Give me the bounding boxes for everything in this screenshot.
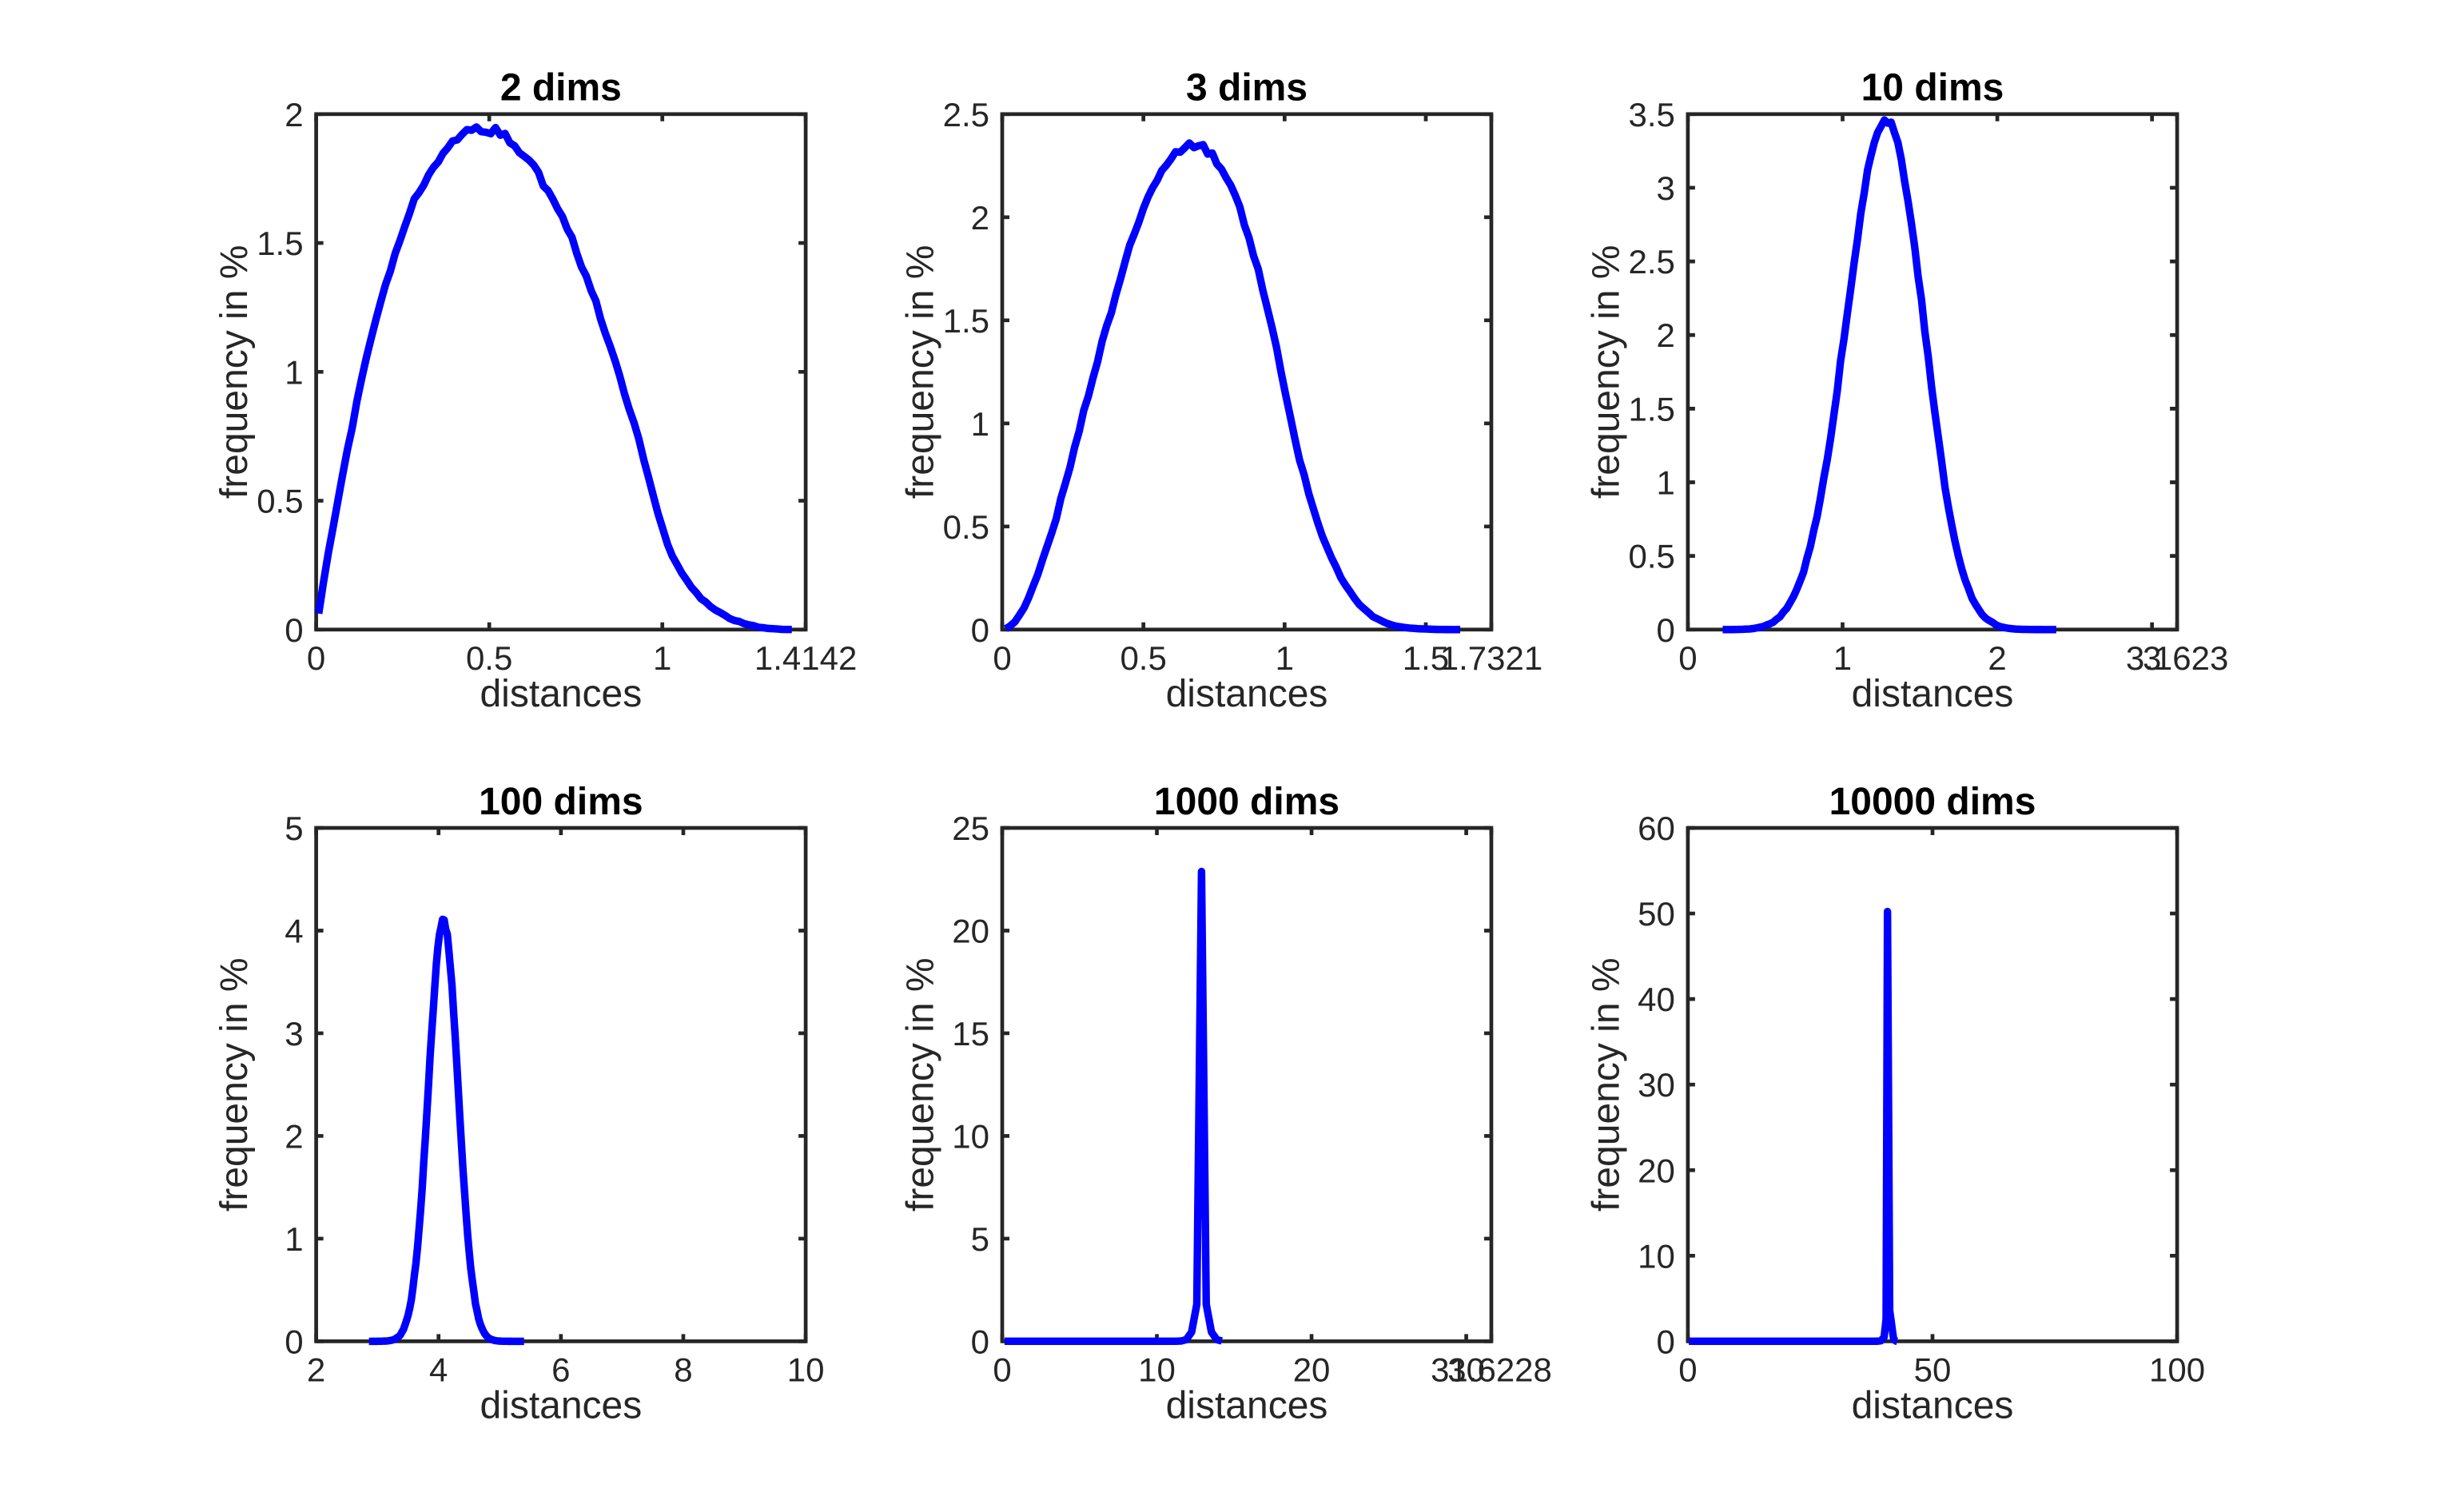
svg-text:1: 1 [285, 353, 303, 391]
svg-text:60: 60 [1638, 810, 1675, 847]
svg-text:distances: distances [480, 673, 642, 715]
svg-text:0: 0 [971, 611, 989, 649]
svg-text:1: 1 [285, 1220, 303, 1258]
svg-text:6: 6 [551, 1351, 570, 1389]
svg-text:0.5: 0.5 [1120, 639, 1166, 677]
svg-text:0: 0 [1657, 611, 1675, 649]
svg-text:10 dims: 10 dims [1861, 67, 2004, 109]
svg-text:0: 0 [307, 639, 325, 677]
svg-text:frequency in %: frequency in % [1585, 957, 1627, 1212]
svg-text:2 dims: 2 dims [500, 67, 622, 109]
svg-text:40: 40 [1638, 981, 1675, 1018]
svg-text:2: 2 [285, 96, 303, 133]
svg-text:1.5: 1.5 [1629, 390, 1675, 428]
svg-text:25: 25 [952, 810, 989, 847]
svg-text:distances: distances [1166, 1384, 1328, 1426]
svg-text:2: 2 [1988, 639, 2006, 677]
svg-text:10: 10 [1638, 1237, 1675, 1275]
svg-text:1.5: 1.5 [257, 225, 303, 262]
svg-text:1.5: 1.5 [1403, 639, 1449, 677]
svg-text:2.5: 2.5 [943, 96, 989, 133]
svg-text:distances: distances [1852, 673, 2014, 715]
svg-text:0: 0 [1657, 1323, 1675, 1360]
svg-text:5: 5 [971, 1220, 989, 1258]
svg-text:5: 5 [285, 810, 303, 847]
svg-text:3.1623: 3.1623 [2126, 639, 2228, 677]
svg-text:3: 3 [285, 1015, 303, 1052]
svg-text:1: 1 [1833, 639, 1852, 677]
svg-text:3: 3 [2143, 639, 2161, 677]
svg-text:10: 10 [787, 1351, 825, 1389]
svg-text:20: 20 [1638, 1152, 1675, 1189]
svg-text:100: 100 [2149, 1351, 2205, 1389]
svg-text:20: 20 [1293, 1351, 1331, 1389]
svg-text:0: 0 [971, 1323, 989, 1360]
svg-text:0: 0 [993, 1351, 1011, 1389]
svg-text:2: 2 [1657, 316, 1675, 354]
svg-text:8: 8 [674, 1351, 692, 1389]
svg-text:1: 1 [653, 639, 671, 677]
svg-text:3: 3 [1657, 169, 1675, 207]
svg-text:3 dims: 3 dims [1186, 67, 1308, 109]
svg-text:2.5: 2.5 [1629, 243, 1675, 281]
svg-text:0: 0 [285, 1323, 303, 1360]
svg-text:distances: distances [1852, 1384, 2014, 1426]
svg-text:1: 1 [971, 405, 989, 443]
svg-text:0: 0 [1678, 639, 1697, 677]
svg-text:frequency in %: frequency in % [900, 957, 942, 1212]
svg-text:0: 0 [285, 611, 303, 649]
svg-text:frequency in %: frequency in % [213, 957, 256, 1212]
svg-text:15: 15 [952, 1015, 989, 1052]
svg-text:4: 4 [429, 1351, 448, 1389]
svg-text:10000 dims: 10000 dims [1829, 781, 2036, 823]
svg-text:1.7321: 1.7321 [1440, 639, 1542, 677]
svg-text:4: 4 [285, 912, 303, 949]
svg-text:1: 1 [1657, 464, 1675, 502]
svg-text:50: 50 [1638, 895, 1675, 933]
svg-text:0.5: 0.5 [466, 639, 512, 677]
svg-text:20: 20 [952, 912, 989, 949]
svg-text:0: 0 [1678, 1351, 1697, 1389]
svg-text:distances: distances [480, 1384, 642, 1426]
svg-text:31.6228: 31.6228 [1431, 1351, 1552, 1389]
svg-text:30: 30 [1447, 1351, 1485, 1389]
svg-text:50: 50 [1914, 1351, 1952, 1389]
svg-text:0.5: 0.5 [943, 508, 989, 546]
svg-text:1000 dims: 1000 dims [1154, 781, 1339, 823]
svg-text:frequency in %: frequency in % [900, 245, 942, 499]
svg-text:distances: distances [1166, 673, 1328, 715]
svg-text:30: 30 [1638, 1066, 1675, 1104]
svg-text:10: 10 [952, 1117, 989, 1155]
svg-text:0: 0 [993, 639, 1011, 677]
svg-text:3.5: 3.5 [1629, 96, 1675, 133]
svg-text:2: 2 [307, 1351, 325, 1389]
svg-text:1: 1 [1276, 639, 1294, 677]
svg-text:1.4142: 1.4142 [754, 639, 857, 677]
svg-text:frequency in %: frequency in % [1585, 245, 1627, 499]
svg-text:1.5: 1.5 [943, 302, 989, 340]
svg-text:10: 10 [1138, 1351, 1176, 1389]
svg-text:0.5: 0.5 [1629, 538, 1675, 575]
svg-text:100 dims: 100 dims [479, 781, 643, 823]
svg-text:2: 2 [285, 1117, 303, 1155]
svg-text:2: 2 [971, 199, 989, 237]
svg-text:frequency in %: frequency in % [213, 245, 256, 499]
svg-text:0.5: 0.5 [257, 483, 303, 520]
